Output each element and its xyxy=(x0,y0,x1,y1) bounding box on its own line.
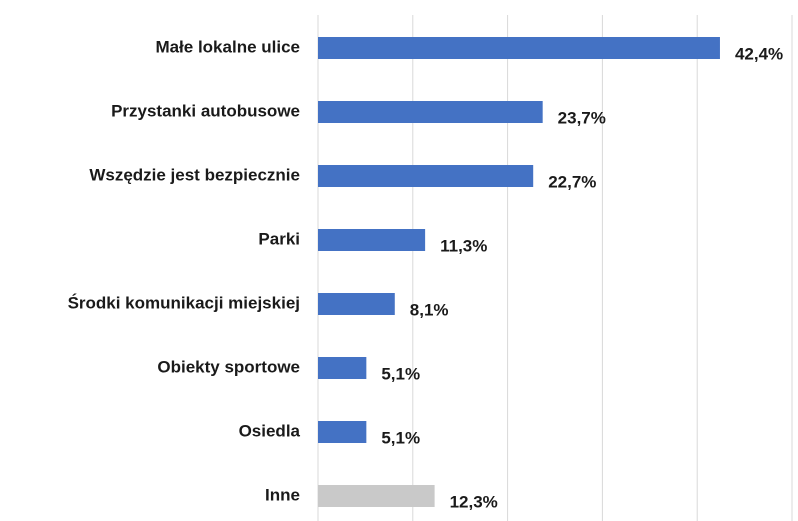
category-label: Parki xyxy=(258,229,300,248)
category-label: Przystanki autobusowe xyxy=(111,101,300,120)
category-label: Obiekty sportowe xyxy=(157,357,300,376)
value-label: 5,1% xyxy=(381,364,420,383)
category-label: Małe lokalne ulice xyxy=(155,37,300,56)
value-label: 8,1% xyxy=(410,300,449,319)
value-label: 23,7% xyxy=(558,108,606,127)
value-label: 11,3% xyxy=(440,236,487,255)
bar xyxy=(318,37,720,59)
value-label: 5,1% xyxy=(381,428,420,447)
bar xyxy=(318,101,543,123)
value-label: 22,7% xyxy=(548,172,596,191)
category-label: Środki komunikacji miejskiej xyxy=(68,293,300,312)
bar xyxy=(318,485,435,507)
category-label: Osiedla xyxy=(239,421,301,440)
bar xyxy=(318,229,426,251)
category-label: Wszędzie jest bezpiecznie xyxy=(89,165,300,184)
bar xyxy=(318,165,534,187)
value-label: 12,3% xyxy=(450,492,498,511)
bar xyxy=(318,357,367,379)
value-label: 42,4% xyxy=(735,44,783,63)
bar xyxy=(318,421,367,443)
category-label: Inne xyxy=(265,485,300,504)
bar xyxy=(318,293,395,315)
